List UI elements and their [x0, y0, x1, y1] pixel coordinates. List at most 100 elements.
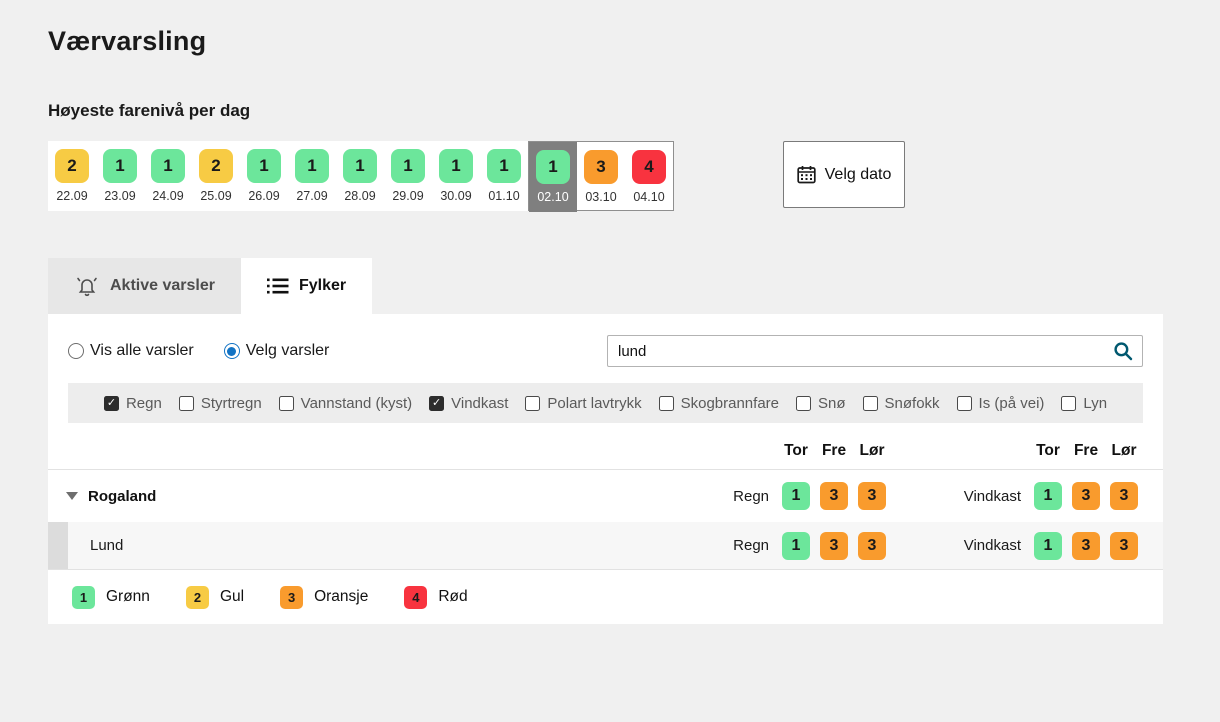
day-cell-26.09[interactable]: 1 26.09 [240, 141, 288, 211]
day-cell-04.10[interactable]: 4 04.10 [625, 142, 673, 212]
hazard-label: Vindkast [451, 394, 509, 412]
search-icon[interactable] [1113, 341, 1133, 361]
hazard-checkbox-vannstand-kyst-[interactable]: Vannstand (kyst) [278, 394, 413, 412]
hazard-filter-strip: ✓ Regn Styrtregn Vannstand (kyst) ✓ Vindkast P… [68, 383, 1143, 423]
checkbox-icon: ✓ [429, 395, 445, 411]
danger-level-badge: 1 [295, 149, 329, 183]
legend-label: Gul [219, 588, 245, 605]
day-header-lør: Lør [859, 442, 885, 459]
hazard-column-label: Regn [733, 487, 769, 505]
day-cell-30.09[interactable]: 1 30.09 [432, 141, 480, 211]
legend-label: Rød [438, 588, 468, 605]
hazard-checkbox-is-på-vei-[interactable]: Is (på vei) [956, 395, 1044, 412]
day-cell-03.10[interactable]: 3 03.10 [577, 142, 625, 212]
hazard-checkbox-skogbrannfare[interactable]: Skogbrannfare [658, 394, 779, 412]
day-cell-25.09[interactable]: 2 25.09 [192, 141, 240, 211]
day-cell-22.09[interactable]: 2 22.09 [48, 141, 96, 211]
checkbox-icon [525, 395, 541, 411]
radio-label: Vis alle varsler [90, 342, 194, 359]
hazard-checkbox-snø[interactable]: Snø [796, 395, 846, 412]
day-header-tor: Tor [784, 442, 808, 459]
danger-level-badge: 1 [151, 149, 185, 183]
warning-level-badge: 1 [1034, 531, 1062, 560]
day-strip: 2 22.09 1 23.09 1 24.09 2 25.09 1 26.09 1 27.09 1 28.… [48, 141, 674, 212]
hazard-column-label: Vindkast [963, 537, 1021, 554]
hazard-checkbox-snøfokk[interactable]: Snøfokk [862, 395, 940, 412]
table-row-lund: Lund Regn 1 3 3 Vindkast 1 3 3 [48, 522, 1163, 570]
content-panel: Vis alle varsler Velg varsler ✓ Regn Styrtr… [48, 314, 1163, 624]
hazard-checkbox-styrtregn[interactable]: Styrtregn [178, 394, 262, 412]
legend-badge: 3 [280, 585, 304, 609]
day-cell-23.09[interactable]: 1 23.09 [96, 141, 144, 211]
day-cell-24.09[interactable]: 1 24.09 [144, 141, 192, 211]
expand-toggle-icon[interactable] [66, 492, 78, 500]
hazard-label: Skogbrannfare [680, 394, 779, 412]
daily-overview: 2 22.09 1 23.09 1 24.09 2 25.09 1 26.09 1 27.09 1 28.… [48, 141, 1220, 212]
checkbox-icon [956, 395, 972, 411]
hazard-checkbox-polart-lavtrykk[interactable]: Polart lavtrykk [525, 394, 642, 412]
day-cell-29.09[interactable]: 1 29.09 [384, 141, 432, 211]
day-date-label: 27.09 [296, 189, 328, 203]
radio-option-velg-varsler[interactable]: Velg varsler [223, 342, 329, 360]
day-date-label: 23.09 [104, 189, 136, 203]
hazard-checkbox-regn[interactable]: ✓ Regn [103, 394, 162, 412]
bell-icon [74, 274, 100, 298]
radio-option-vis-alle[interactable]: Vis alle varsler [68, 342, 194, 360]
indent-block [48, 522, 68, 569]
daily-overview-heading: Høyeste farenivå per dag [48, 101, 251, 120]
danger-level-badge: 1 [343, 149, 377, 183]
tab-bar: Aktive varsler Fylker [48, 258, 1220, 314]
day-date-label: 01.10 [488, 189, 520, 203]
warning-table: Rogaland Regn 1 3 3 Vindkast 1 3 3 Lund Regn 1 3 3 Vin… [48, 470, 1163, 570]
hazard-label: Styrtregn [200, 394, 262, 412]
legend-badge: 2 [185, 585, 209, 609]
day-date-label: 30.09 [440, 189, 472, 203]
hazard-column-label: Regn [733, 537, 769, 554]
select-date-button[interactable]: Velg dato [783, 141, 905, 208]
tab-label: Fylker [298, 277, 347, 294]
hazard-label: Snø [818, 394, 846, 412]
warning-level-badge: 3 [820, 482, 848, 510]
legend-label: Grønn [106, 588, 150, 605]
hazard-label: Regn [125, 394, 162, 412]
day-header-fre: Fre [821, 442, 847, 459]
day-cell-01.10[interactable]: 1 01.10 [480, 141, 528, 211]
checkbox-icon [796, 395, 811, 411]
day-cell-27.09[interactable]: 1 27.09 [288, 141, 336, 211]
hazard-checkbox-lyn[interactable]: Lyn [1061, 395, 1107, 412]
hazard-label: Vannstand (kyst) [300, 394, 413, 412]
tab-label: Aktive varsler [110, 277, 215, 294]
danger-level-badge: 1 [536, 150, 570, 184]
warning-level-badge: 3 [1072, 482, 1100, 510]
radio-icon [68, 343, 84, 359]
search-input[interactable] [607, 335, 1143, 367]
warning-level-badge: 1 [782, 482, 810, 510]
county-name[interactable]: Rogaland [88, 487, 157, 505]
day-date-label: 03.10 [585, 190, 617, 204]
day-header-lør: Lør [1111, 442, 1137, 459]
warning-level-badge: 3 [1110, 482, 1138, 510]
day-cell-02.10[interactable]: 1 02.10 [529, 142, 577, 212]
calendar-icon [796, 165, 816, 184]
select-date-label: Velg dato [824, 165, 892, 183]
radio-group: Vis alle varsler Velg varsler [68, 342, 329, 360]
day-date-label: 22.09 [56, 189, 88, 203]
hazard-label: Polart lavtrykk [547, 394, 642, 412]
filter-row: Vis alle varsler Velg varsler [48, 314, 1163, 367]
legend: 1 Grønn 2 Gul 3 Oransje 4 Rød [48, 570, 1163, 624]
danger-level-badge: 1 [439, 149, 473, 183]
danger-level-badge: 1 [103, 149, 137, 183]
legend-label: Oransje [314, 588, 369, 605]
tab-aktive-varsler[interactable]: Aktive varsler [48, 258, 241, 314]
municipality-name: Lund [90, 537, 124, 554]
danger-level-badge: 1 [487, 149, 521, 183]
tab-fylker[interactable]: Fylker [240, 258, 373, 314]
table-row-rogaland: Rogaland Regn 1 3 3 Vindkast 1 3 3 [48, 470, 1163, 522]
search-wrap [607, 335, 1143, 367]
legend-badge: 4 [404, 585, 428, 609]
day-cell-28.09[interactable]: 1 28.09 [336, 141, 384, 211]
day-date-label: 02.10 [537, 190, 569, 204]
hazard-column-label: Vindkast [963, 487, 1021, 505]
warning-level-badge: 3 [858, 531, 886, 560]
hazard-checkbox-vindkast[interactable]: ✓ Vindkast [429, 395, 508, 412]
